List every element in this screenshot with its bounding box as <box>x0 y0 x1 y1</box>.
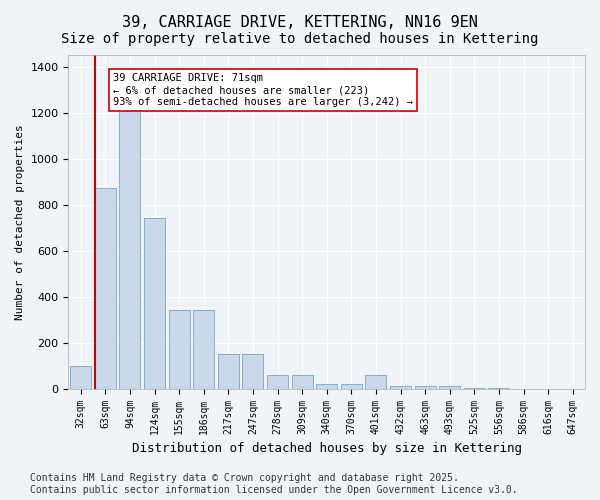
Bar <box>169 310 190 388</box>
Bar <box>218 354 239 388</box>
Bar <box>390 386 411 388</box>
Bar <box>242 354 263 388</box>
Bar <box>193 310 214 388</box>
Text: 39, CARRIAGE DRIVE, KETTERING, NN16 9EN: 39, CARRIAGE DRIVE, KETTERING, NN16 9EN <box>122 15 478 30</box>
X-axis label: Distribution of detached houses by size in Kettering: Distribution of detached houses by size … <box>132 442 522 455</box>
Bar <box>341 384 362 388</box>
Bar <box>415 386 436 388</box>
Bar <box>144 218 165 388</box>
Text: Size of property relative to detached houses in Kettering: Size of property relative to detached ho… <box>61 32 539 46</box>
Bar <box>316 384 337 388</box>
Bar <box>267 375 288 388</box>
Text: Contains HM Land Registry data © Crown copyright and database right 2025.
Contai: Contains HM Land Registry data © Crown c… <box>30 474 518 495</box>
Bar <box>365 375 386 388</box>
Text: 39 CARRIAGE DRIVE: 71sqm
← 6% of detached houses are smaller (223)
93% of semi-d: 39 CARRIAGE DRIVE: 71sqm ← 6% of detache… <box>113 74 413 106</box>
Bar <box>292 375 313 388</box>
Y-axis label: Number of detached properties: Number of detached properties <box>15 124 25 320</box>
Bar <box>70 366 91 388</box>
Bar <box>119 106 140 389</box>
Bar <box>439 386 460 388</box>
Bar <box>95 188 116 388</box>
